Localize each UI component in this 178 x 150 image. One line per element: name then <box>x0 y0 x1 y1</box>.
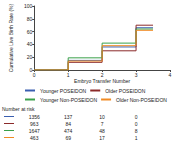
svg-text:3: 3 <box>135 72 138 78</box>
svg-text:Embryo Transfer Number: Embryo Transfer Number <box>74 78 130 84</box>
svg-text:0: 0 <box>135 114 138 120</box>
svg-text:8: 8 <box>135 128 138 134</box>
svg-text:4: 4 <box>169 72 172 78</box>
svg-text:100: 100 <box>24 3 33 9</box>
svg-text:7: 7 <box>101 121 104 127</box>
svg-text:Older POSEIDON: Older POSEIDON <box>105 88 145 94</box>
svg-text:20: 20 <box>27 54 33 60</box>
svg-text:40: 40 <box>27 41 33 47</box>
svg-text:474: 474 <box>64 128 73 134</box>
svg-text:48: 48 <box>99 128 105 134</box>
svg-text:Younger POSEIDON: Younger POSEIDON <box>40 88 87 94</box>
svg-text:1: 1 <box>67 72 70 78</box>
svg-text:0: 0 <box>135 121 138 127</box>
svg-text:137: 137 <box>64 114 73 120</box>
svg-text:17: 17 <box>99 135 105 141</box>
svg-text:0: 0 <box>33 72 36 78</box>
svg-text:Number at risk: Number at risk <box>2 106 35 112</box>
svg-text:80: 80 <box>27 16 33 22</box>
svg-text:963: 963 <box>30 121 39 127</box>
svg-text:1647: 1647 <box>29 128 40 134</box>
svg-text:463: 463 <box>30 135 39 141</box>
svg-text:Cumulative Live Birth Rate (%): Cumulative Live Birth Rate (%) <box>8 3 14 72</box>
svg-text:1356: 1356 <box>29 114 40 120</box>
svg-text:10: 10 <box>99 114 105 120</box>
svg-text:Older Non-POSEIDON: Older Non-POSEIDON <box>116 97 167 103</box>
svg-text:60: 60 <box>27 29 33 35</box>
svg-text:69: 69 <box>65 135 71 141</box>
svg-text:Younger Non-POSEIDON: Younger Non-POSEIDON <box>40 97 97 103</box>
svg-text:2: 2 <box>101 72 104 78</box>
svg-text:0: 0 <box>29 67 33 73</box>
svg-text:84: 84 <box>65 121 71 127</box>
svg-text:1: 1 <box>135 135 138 141</box>
